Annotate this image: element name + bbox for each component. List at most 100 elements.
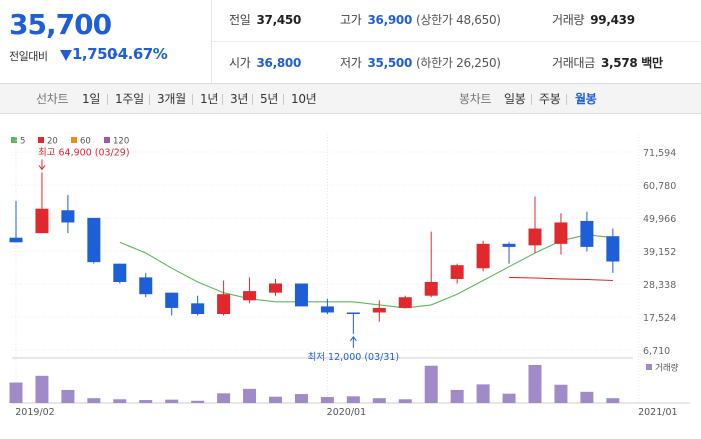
stock-chart[interactable]: 5 20 60 120 71,594 60,780 49,966 39,152 28,338 1… [0,114,701,439]
ma5-line [119,234,613,309]
candle-body [528,228,542,246]
candle-body [217,294,231,315]
period-1d[interactable]: 1일 [82,92,101,106]
volume-bar [528,365,542,403]
candle [554,213,568,255]
chart-legend: 5 20 60 120 [11,137,129,147]
candle [139,272,153,298]
period-3m[interactable]: 3개월 [157,92,186,106]
candle-body [372,307,386,313]
down-arrow-icon [38,165,46,171]
candle-daily[interactable]: 일봉 [504,92,526,106]
candle [269,278,282,296]
divider [192,94,193,105]
divider [531,94,532,105]
volume-bar [476,384,490,403]
period-1w[interactable]: 1주일 [115,92,144,106]
candle-body [61,210,75,223]
candle-body [450,265,464,279]
prev-close: 전일 37,450 [229,13,301,27]
volume-bar [346,396,360,403]
candle [372,300,386,322]
candle-monthly[interactable]: 월봉 [575,92,597,106]
quote-panel: 35,700 전일대비 1,750 -4.67% 전일 37,450 고가 36,9… [0,0,701,84]
volume-bar [294,394,308,403]
volume-bar [502,393,516,403]
y-tick-label: 60,780 [643,181,676,192]
volume-bar [139,400,153,403]
candle-weekly[interactable]: 주봉 [539,92,561,106]
down-arrow-icon [60,50,72,61]
volume-bar [580,391,594,403]
candle [243,277,257,304]
legend-swatch [71,137,77,143]
volume-bar [191,400,205,403]
period-1y[interactable]: 1년 [200,92,219,106]
candle-body [113,263,127,282]
candles [9,172,620,334]
y-tick-label: 28,338 [643,280,676,291]
candle-body [320,306,334,313]
candle-body [87,217,101,263]
y-tick-label: 49,966 [643,214,676,225]
candle-body [269,283,282,293]
high-price: 고가 36,900 (상한가 48,650) [340,13,501,27]
candle [61,195,75,234]
volume-bar [87,398,101,403]
change-rate: -4.67% [112,45,168,63]
y-tick-label: 39,152 [643,247,676,258]
volume-bars: 거래량 [9,363,679,403]
candle [113,263,127,284]
open-price: 시가 36,800 [229,56,301,70]
period-10y[interactable]: 10년 [291,92,317,106]
ma20-line [509,276,613,282]
candle-body [606,236,620,262]
candle [87,217,101,264]
change-label: 전일대비 [9,50,48,63]
volume-bar [217,393,231,403]
candle [217,280,231,316]
change-value: 1,750 [72,45,117,63]
x-axis-labels: 2019/02 2020/01 2021/01 [15,407,677,418]
volume-bar [606,398,620,403]
min-price-annotation: 최저 12,000 (03/31) [308,352,400,363]
low-price: 저가 35,500 (하한가 26,250) [340,56,501,70]
y-tick-label: 6,710 [643,346,670,357]
candle [528,196,542,253]
y-tick-label: 17,524 [643,313,676,324]
candle-body [476,243,490,269]
legend-label: 20 [47,137,58,147]
candle [476,240,490,272]
quote-divider [212,41,701,42]
volume-bar [113,399,127,403]
volume-bar [269,396,282,403]
period-5y[interactable]: 5년 [260,92,279,106]
volume-bar [165,399,179,403]
candle-body [554,222,568,244]
price-box: 35,700 전일대비 1,750 -4.67% [0,0,212,84]
volume-bar [243,388,257,403]
candle [9,201,23,243]
chart-toolbar: 선차트 1일 1주일 3개월 1년 3년 5년 10년 봉차트 일봉 주봉 월봉 [0,84,701,114]
candle-body [346,312,360,314]
moving-averages [119,234,613,309]
line-chart-label: 선차트 [36,92,69,106]
x-axis-label: 2020/01 [327,407,366,418]
candle [346,312,360,334]
candle-body [165,292,179,308]
period-3y[interactable]: 3년 [230,92,249,106]
candle-body [191,303,205,315]
candle-chart-label: 봉차트 [459,92,492,106]
candle-body [243,291,257,301]
volume-bar [398,399,412,403]
x-axis-label: 2021/01 [638,407,677,418]
candle [502,242,516,264]
candle-body [398,297,412,308]
current-price: 35,700 [9,8,112,41]
volume-bar [9,382,23,403]
candle-body [35,208,49,234]
volume: 거래량 99,439 [552,13,635,27]
candle-body [502,243,516,247]
candle-body [9,237,23,243]
legend-swatch [11,137,17,143]
